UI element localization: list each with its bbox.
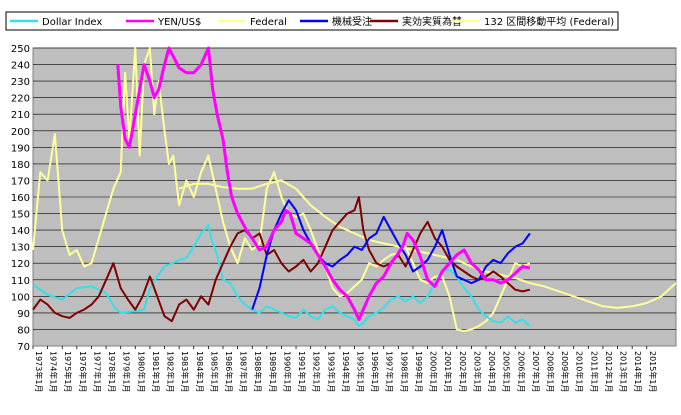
y-tick-label: 180: [11, 160, 30, 171]
x-tick-label: 1997年1月: [385, 351, 395, 392]
x-tick-label: 2000年1月: [429, 351, 439, 392]
x-tick-label: 1989年1月: [268, 351, 278, 392]
legend-label: 132 区間移動平均 (Federal): [484, 15, 614, 28]
x-tick-label: 1993年1月: [326, 351, 336, 392]
y-tick-label: 130: [11, 243, 30, 254]
x-axis: 1973年1月 1974年1月 1975年1月 1976年1月 1977年1月 1978年…: [32, 346, 658, 392]
x-tick-label: 1978年1月: [107, 351, 117, 392]
x-tick-label: 2007年1月: [531, 351, 541, 392]
y-tick-label: 110: [11, 276, 30, 287]
y-tick-label: 200: [11, 127, 30, 138]
x-tick-label: 2003年1月: [472, 351, 482, 392]
x-tick-label: 1996年1月: [370, 351, 380, 392]
x-tick-label: 2011年1月: [589, 351, 599, 392]
y-tick-label: 160: [11, 193, 30, 204]
x-tick-label: 1990年1月: [282, 351, 292, 392]
legend-label: Dollar Index: [42, 17, 102, 28]
x-tick-label: 1980年1月: [136, 351, 146, 392]
x-tick-label: 1988年1月: [253, 351, 263, 392]
series-line-2: [32, 47, 531, 333]
x-tick-label: 1979年1月: [122, 351, 132, 392]
legend-label: Federal: [250, 17, 287, 28]
x-tick-label: 2006年1月: [516, 351, 526, 392]
series-line-3: [251, 199, 531, 310]
x-tick-label: 2009年1月: [560, 351, 570, 392]
x-tick-label: 1977年1月: [92, 351, 102, 392]
x-tick-label: 2014年1月: [633, 351, 643, 392]
x-tick-label: 2008年1月: [545, 351, 555, 392]
series-line-0: [32, 224, 531, 328]
x-tick-label: 1984年1月: [195, 351, 205, 392]
x-tick-label: 1991年1月: [297, 351, 307, 392]
y-tick-label: 170: [11, 176, 30, 187]
y-tick-label: 250: [11, 44, 30, 55]
x-tick-label: 2001年1月: [443, 351, 453, 392]
series-line-4: [32, 196, 531, 323]
legend-label: 実効実質為替: [402, 15, 462, 28]
legend-label: YEN/US$: [157, 17, 201, 28]
y-tick-label: 80: [17, 325, 30, 336]
y-tick-label: 100: [11, 292, 30, 303]
legend: Dollar Index YEN/US$ Federal 機械受注 実効実質為替 132 …: [5, 11, 619, 31]
x-tick-label: 2015年1月: [648, 351, 658, 392]
x-tick-label: 2010年1月: [575, 351, 585, 392]
y-tick-label: 70: [17, 342, 30, 353]
x-tick-label: 1992年1月: [312, 351, 322, 392]
x-tick-label: 1974年1月: [49, 351, 59, 392]
x-tick-label: 1985年1月: [209, 351, 219, 392]
x-tick-label: 1987年1月: [239, 351, 249, 392]
legend-label: 機械受注: [332, 15, 372, 28]
y-tick-label: 90: [17, 309, 30, 320]
x-tick-label: 1976年1月: [78, 351, 88, 392]
x-tick-label: 1981年1月: [151, 351, 161, 392]
series-line-5: [178, 179, 677, 309]
x-tick-label: 1975年1月: [63, 351, 73, 392]
y-tick-label: 230: [11, 77, 30, 88]
x-tick-label: 2005年1月: [502, 351, 512, 392]
x-tick-label: 1982年1月: [166, 351, 176, 392]
x-tick-label: 1995年1月: [356, 351, 366, 392]
y-tick-label: 210: [11, 110, 30, 121]
series-line-1: [116, 46, 531, 321]
y-tick-label: 150: [11, 210, 30, 221]
x-tick-label: 2002年1月: [458, 351, 468, 392]
x-tick-label: 1999年1月: [414, 351, 424, 392]
x-tick-label: 2012年1月: [604, 351, 614, 392]
x-tick-label: 1973年1月: [34, 351, 44, 392]
x-tick-label: 1983年1月: [180, 351, 190, 392]
y-tick-label: 190: [11, 143, 30, 154]
x-tick-label: 2013年1月: [619, 351, 629, 392]
y-tick-label: 220: [11, 94, 30, 105]
y-tick-label: 140: [11, 226, 30, 237]
x-tick-label: 1998年1月: [399, 351, 409, 392]
x-tick-label: 1986年1月: [224, 351, 234, 392]
y-axis: 70 80 90 100 110 120 130 140 150 160 170 180 190 200 2…: [11, 44, 30, 353]
x-tick-label: 2004年1月: [487, 351, 497, 392]
y-tick-label: 120: [11, 259, 30, 270]
y-tick-label: 240: [11, 61, 30, 72]
x-tick-label: 1994年1月: [341, 351, 351, 392]
series-layer: [32, 46, 677, 333]
grid: [33, 47, 676, 330]
